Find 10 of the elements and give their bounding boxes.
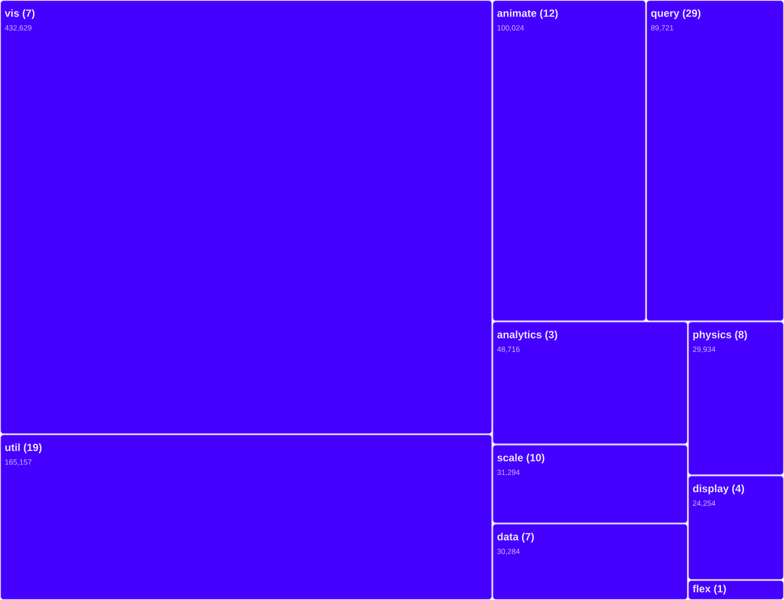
category-label: animate (12) bbox=[497, 9, 558, 19]
category-label: display (4) bbox=[693, 484, 744, 494]
category-label: util (19) bbox=[5, 443, 42, 454]
category-label: vis (7) bbox=[4, 9, 35, 19]
category-label: query (29) bbox=[651, 9, 700, 19]
category-label: analytics (3) bbox=[497, 330, 558, 340]
category-label: scale (10) bbox=[497, 454, 544, 464]
category-label: data (7) bbox=[497, 532, 534, 542]
category-label: flex (1) bbox=[692, 584, 726, 594]
category-label: physics (8) bbox=[693, 330, 747, 340]
